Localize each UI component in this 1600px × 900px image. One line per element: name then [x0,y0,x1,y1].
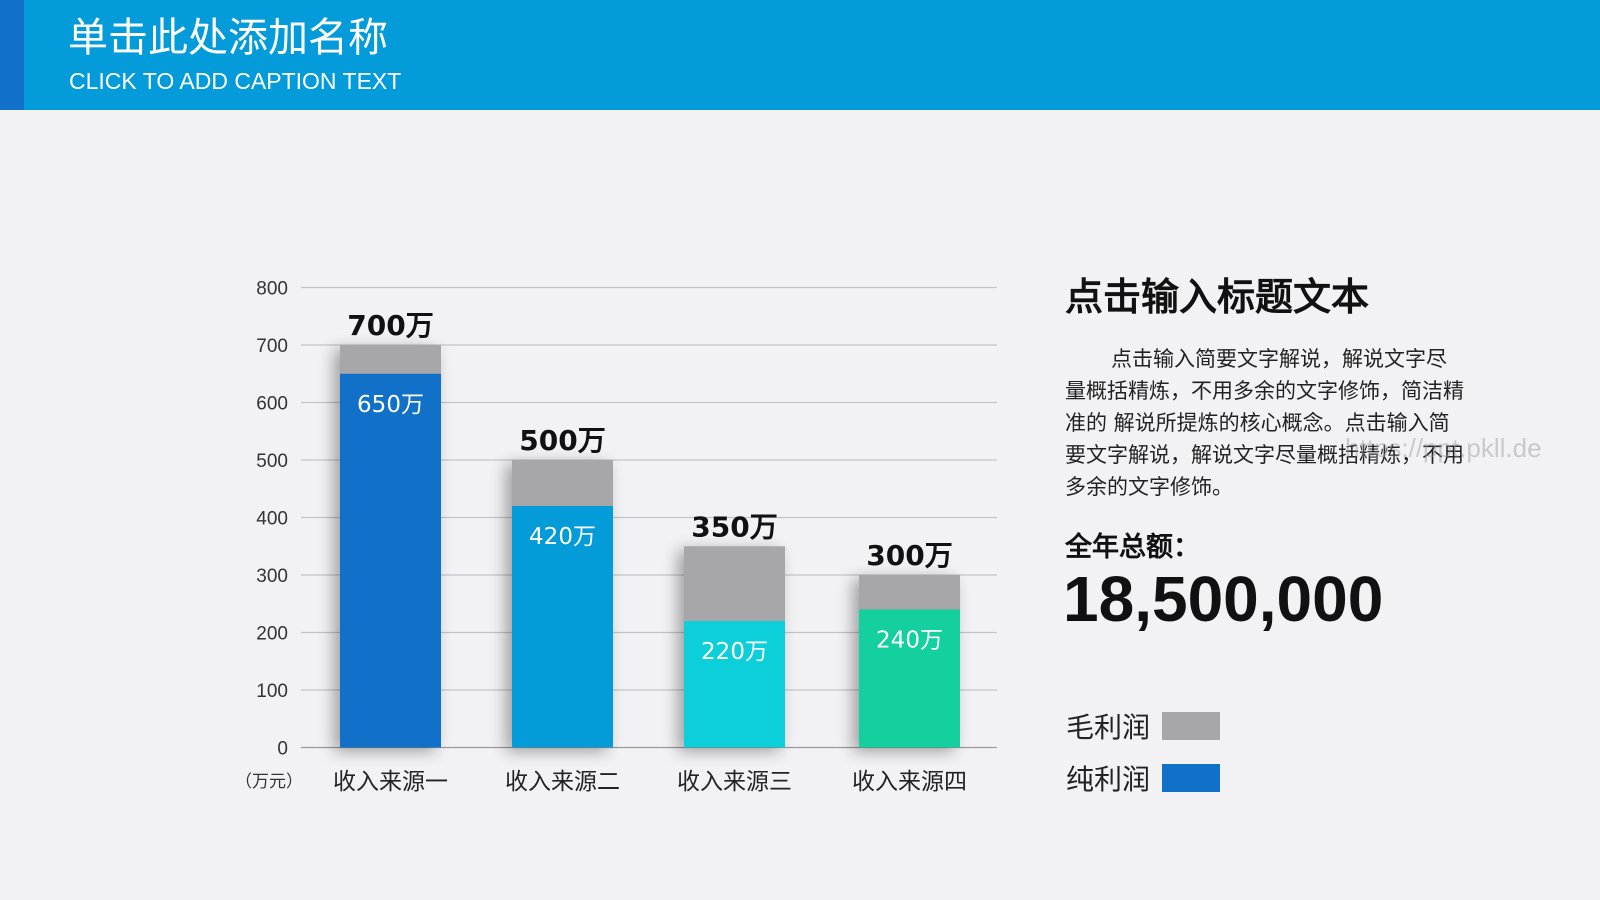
bar-net [859,609,960,748]
y-unit-label: （万元） [235,772,303,792]
x-category-label: 收入来源一 [333,769,448,795]
legend-swatch [1162,764,1221,792]
legend-label: 毛利润 [1066,711,1151,744]
legend-item-gross: 毛利润 [1066,706,1221,746]
y-tick-label: 0 [277,739,288,760]
bar-net [684,621,785,748]
x-category-label: 收入来源二 [505,769,620,795]
legend-item-net: 纯利润 [1066,758,1221,798]
side-title[interactable]: 点击输入标题文本 [1065,275,1370,319]
gross-value-label: 700万 [347,309,433,342]
header-bar: 单击此处添加名称 CLICK TO ADD CAPTION TEXT [0,0,1600,110]
x-category-label: 收入来源四 [852,769,967,795]
bar-net [512,506,613,748]
page-subtitle[interactable]: CLICK TO ADD CAPTION TEXT [69,68,402,94]
gross-value-label: 500万 [519,424,605,457]
legend-swatch [1162,712,1221,740]
net-value-label: 220万 [701,639,768,665]
y-tick-label: 100 [256,681,288,702]
y-tick-label: 800 [256,279,288,300]
watermark: https://ppt.pkll.de [1345,433,1542,463]
accent-strip [0,0,24,110]
y-tick-label: 700 [256,336,288,357]
y-tick-label: 600 [256,394,288,415]
net-value-label: 650万 [357,392,424,418]
y-tick-label: 400 [256,509,288,530]
x-category-label: 收入来源三 [677,769,792,795]
gross-value-label: 350万 [691,510,777,543]
total-label: 全年总额： [1065,532,1200,563]
bar-net [340,373,441,748]
net-value-label: 420万 [529,524,596,550]
net-value-label: 240万 [876,628,943,654]
y-tick-label: 500 [256,451,288,472]
y-tick-label: 200 [256,624,288,645]
gross-value-label: 300万 [866,539,952,572]
legend-label: 纯利润 [1066,763,1151,796]
page-title[interactable]: 单击此处添加名称 [68,15,388,61]
y-tick-label: 300 [256,566,288,587]
side-description[interactable]: 点击输入简要文字解说，解说文字尽量概括精炼，不用多余的文字修饰，简洁精准的 解说… [1065,347,1464,499]
total-value: 18,500,000 [1063,563,1384,635]
